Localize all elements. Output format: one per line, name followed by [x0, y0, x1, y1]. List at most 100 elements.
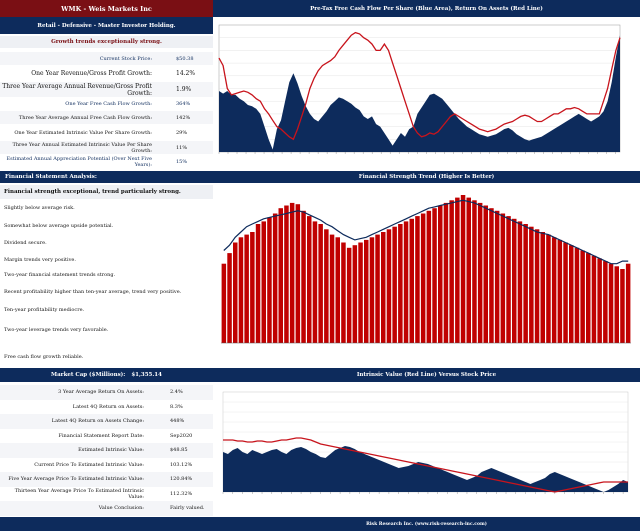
fsa-item: Slightly below average risk. — [4, 205, 75, 211]
return-row: Current Price To Estimated Intrinsic Val… — [0, 457, 213, 472]
metric-value: 15% — [176, 159, 188, 165]
strength-bar — [489, 208, 494, 343]
strength-bar — [512, 218, 517, 343]
classification: Retail - Defensive - Master Investor Hol… — [37, 22, 176, 29]
metric-label: One Year Estimated Intrinsic Value Per S… — [14, 129, 152, 136]
metric-value: Fairly valued. — [170, 505, 205, 512]
strength-bar — [324, 229, 329, 343]
fsa-headline: Financial strength exceptional, trend pa… — [4, 189, 181, 195]
fcf-roa-svg — [218, 24, 621, 154]
market-cap-value: $1,355.14 — [131, 372, 162, 378]
strength-bar — [426, 210, 432, 343]
company-title-bar: WMK - Weis Markets Inc — [0, 0, 213, 17]
valuation-row: Three Year Annual Estimated Intrinsic Va… — [0, 141, 213, 154]
strength-bar — [375, 234, 380, 343]
company-name: WMK - Weis Markets Inc — [61, 4, 152, 13]
valuation-row: One Year Estimated Intrinsic Value Per S… — [0, 125, 213, 140]
strength-bar — [614, 266, 619, 343]
fsa-title: Financial Statement Analysis: — [5, 174, 97, 180]
strength-bar — [358, 242, 363, 343]
strength-bar — [346, 247, 352, 343]
strength-bar — [369, 237, 375, 343]
strength-bar — [403, 221, 409, 343]
left-footer-bar — [0, 517, 213, 531]
metric-value: 103.12% — [170, 461, 193, 468]
strength-bar — [409, 218, 414, 343]
strength-bar — [381, 232, 386, 343]
valuation-row: Current Stock Price: $50.38 — [0, 52, 213, 65]
metric-label: Estimated Intrinsic Value: — [78, 447, 144, 454]
strength-bar — [574, 247, 580, 343]
strength-bar — [307, 216, 312, 343]
strength-bar — [438, 205, 443, 343]
metric-label: Current Price To Estimated Intrinsic Val… — [34, 461, 144, 468]
classification-bar: Retail - Defensive - Master Investor Hol… — [0, 17, 213, 34]
strength-bar — [551, 237, 557, 343]
strength-bar — [420, 213, 426, 343]
metric-value: 142% — [176, 114, 191, 121]
metric-label: Estimated Annual Appreciation Potential … — [6, 156, 152, 168]
strength-bar — [449, 200, 454, 343]
strength-bar — [569, 245, 574, 343]
valuation-row: One Year Free Cash Flow Growth: 364% — [0, 97, 213, 110]
return-row: Latest 4Q Return on Assets: 8.3% — [0, 399, 213, 414]
metric-value: 120.84% — [170, 476, 193, 483]
footer-text: Risk Research Inc. (www.risk-research-in… — [366, 521, 487, 527]
chart3-title-bar: Intrinsic Value (Red Line) Versus Stock … — [213, 368, 640, 382]
strength-bar — [523, 224, 528, 343]
strength-bar — [352, 245, 358, 343]
return-row: Financial Statement Report Date: Sep2020 — [0, 428, 213, 443]
return-row: Latest 4Q Return on Assets Change: 448% — [0, 414, 213, 429]
growth-summary-row: Growth trends exceptionally strong. — [0, 36, 213, 48]
strength-bar — [329, 234, 335, 343]
chart1-title-bar: Pre-Tax Free Cash Flow Per Share (Blue A… — [213, 0, 640, 17]
metric-label: Three Year Average Annual Revenue/Gross … — [2, 82, 152, 97]
fsa-item: Two-year financial statement trends stro… — [4, 272, 116, 278]
strength-bar — [261, 221, 266, 343]
metric-value: 14.2% — [176, 70, 196, 77]
intrinsic-value-chart — [213, 382, 640, 517]
valuation-row: Estimated Annual Appreciation Potential … — [0, 155, 213, 169]
strength-bar — [608, 263, 614, 343]
metric-value: 11% — [176, 144, 188, 151]
valuation-row: Three Year Average Annual Revenue/Gross … — [0, 82, 213, 97]
trend-line — [223, 199, 629, 265]
strength-bar — [432, 208, 437, 343]
strength-bar — [364, 239, 369, 343]
fcf-roa-chart — [213, 17, 640, 171]
metric-label: One Year Free Cash Flow Growth: — [65, 100, 152, 107]
fsa-item: Two-year leverage trends very favorable. — [4, 327, 109, 333]
strength-bar — [312, 221, 318, 343]
metric-label: Thirteen Year Average Price To Estimated… — [14, 487, 144, 500]
valuation-row: Three Year Average Annual Free Cash Flow… — [0, 111, 213, 124]
financial-strength-chart — [213, 183, 640, 368]
metric-value: 2.4% — [170, 389, 183, 396]
strength-bar — [398, 224, 403, 343]
metric-label: Latest 4Q Return on Assets: — [72, 403, 144, 410]
return-row: Estimated Intrinsic Value: $48.85 — [0, 443, 213, 458]
strength-bar — [591, 255, 597, 343]
strength-bar — [244, 234, 249, 343]
strength-bar — [233, 242, 238, 343]
metric-value: 112.32% — [170, 490, 193, 497]
metric-value: 448% — [170, 418, 185, 425]
strength-bar — [267, 217, 272, 343]
fcf-area — [219, 35, 620, 153]
strength-bar — [586, 253, 591, 343]
metric-label: 3 Year Average Return On Assets: — [58, 389, 144, 396]
strength-bar — [289, 202, 295, 343]
valuation-row: One Year Revenue/Gross Profit Growth: 14.… — [0, 66, 213, 81]
strength-bar — [284, 205, 289, 343]
strength-bar — [318, 224, 323, 343]
metric-value: 8.3% — [170, 403, 183, 410]
chart1-title: Pre-Tax Free Cash Flow Per Share (Blue A… — [310, 5, 543, 12]
metric-label: Current Stock Price: — [99, 55, 152, 62]
fsa-headline-row: Financial strength exceptional, trend pa… — [0, 185, 213, 199]
strength-bar — [580, 250, 585, 343]
strength-bar — [603, 261, 608, 343]
strength-bar — [460, 195, 466, 343]
metric-label: Five Year Average Price To Estimated Int… — [8, 476, 144, 483]
strength-bar — [500, 213, 506, 343]
metric-label: Three Year Average Annual Free Cash Flow… — [18, 114, 152, 121]
metric-label: Value Conclusion: — [98, 505, 144, 512]
